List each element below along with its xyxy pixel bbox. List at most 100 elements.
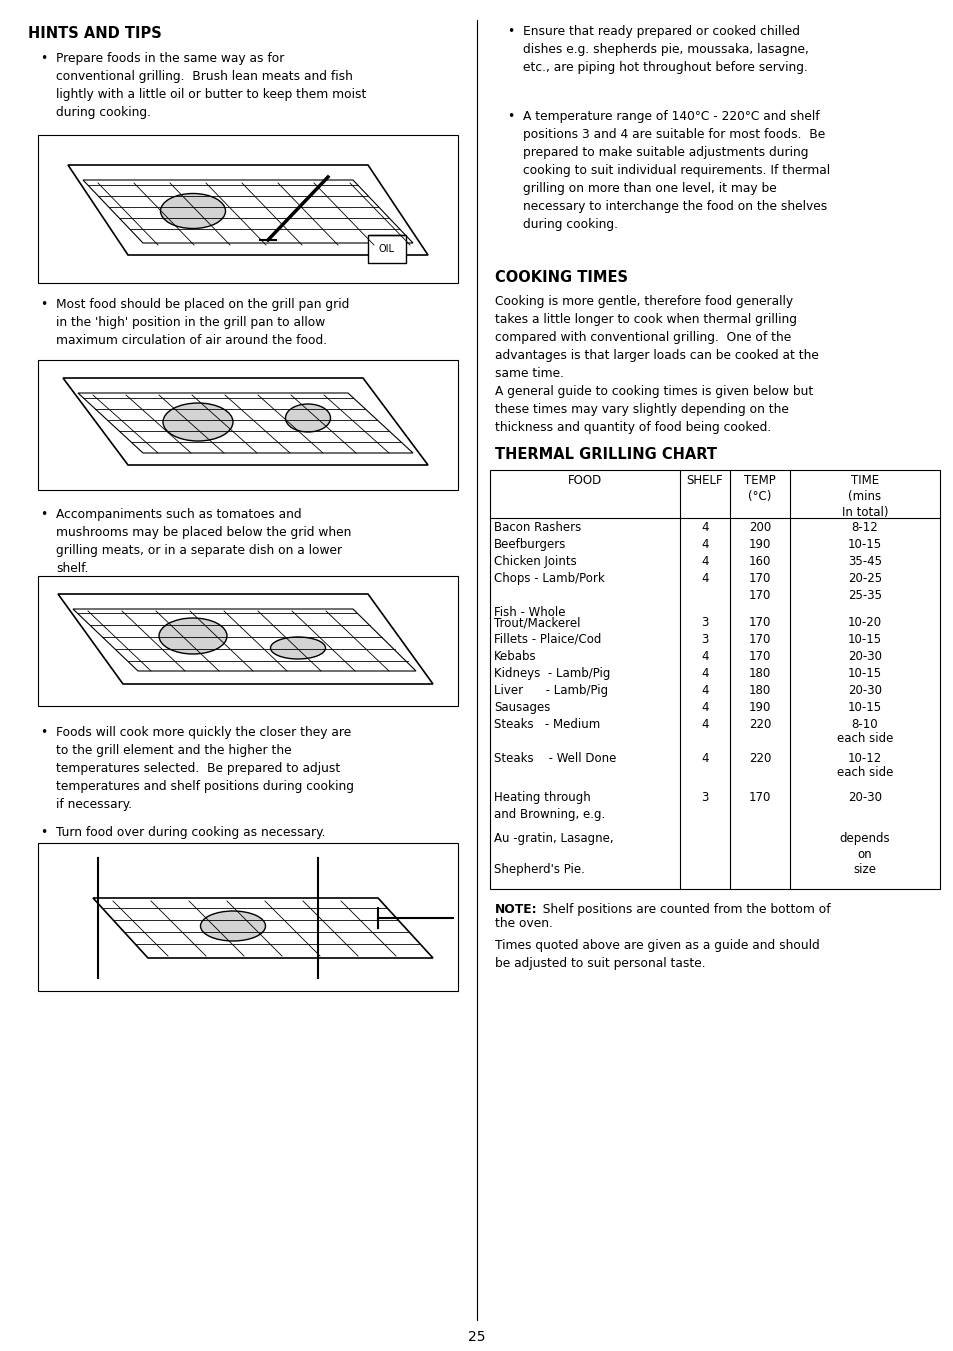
Text: and Browning, e.g.: and Browning, e.g.	[494, 808, 604, 821]
Text: 3: 3	[700, 790, 708, 804]
Text: 8-10: 8-10	[851, 717, 878, 731]
Text: Times quoted above are given as a guide and should
be adjusted to suit personal : Times quoted above are given as a guide …	[495, 939, 819, 970]
Text: 10-15: 10-15	[847, 634, 882, 646]
Polygon shape	[63, 378, 428, 465]
Text: Chops - Lamb/Pork: Chops - Lamb/Pork	[494, 571, 604, 585]
Text: 10-15: 10-15	[847, 701, 882, 713]
Text: •: •	[506, 109, 514, 123]
Text: Fish - Whole: Fish - Whole	[494, 607, 565, 619]
Text: 20-30: 20-30	[847, 650, 882, 663]
Text: Steaks   - Medium: Steaks - Medium	[494, 717, 599, 731]
Text: 4: 4	[700, 521, 708, 534]
Text: 170: 170	[748, 634, 770, 646]
Bar	[490, 470, 939, 889]
Text: COOKING TIMES: COOKING TIMES	[495, 270, 627, 285]
Text: 170: 170	[748, 589, 770, 603]
Text: Shelf positions are counted from the bottom of: Shelf positions are counted from the bot…	[535, 902, 830, 916]
Text: 4: 4	[700, 753, 708, 765]
Text: TEMP
(°C): TEMP (°C)	[743, 474, 775, 503]
Text: 10-15: 10-15	[847, 538, 882, 551]
Text: •: •	[40, 299, 48, 311]
Text: 180: 180	[748, 684, 770, 697]
Bar	[38, 576, 457, 707]
Text: 190: 190	[748, 538, 770, 551]
Text: 20-25: 20-25	[847, 571, 882, 585]
Text: 4: 4	[700, 571, 708, 585]
Polygon shape	[83, 180, 413, 243]
Text: Au -gratin, Lasagne,: Au -gratin, Lasagne,	[494, 832, 613, 844]
Text: 180: 180	[748, 667, 770, 680]
Text: 10-12: 10-12	[847, 753, 882, 765]
Text: Heating through: Heating through	[494, 790, 590, 804]
Text: 170: 170	[748, 571, 770, 585]
Text: 8-12: 8-12	[851, 521, 878, 534]
Text: Steaks    - Well Done: Steaks - Well Done	[494, 753, 616, 765]
Text: Kebabs: Kebabs	[494, 650, 536, 663]
Text: each side: each side	[836, 766, 892, 780]
Text: Turn food over during cooking as necessary.: Turn food over during cooking as necessa…	[56, 825, 325, 839]
Text: Kidneys  - Lamb/Pig: Kidneys - Lamb/Pig	[494, 667, 610, 680]
Text: depends: depends	[839, 832, 889, 844]
Text: Accompaniments such as tomatoes and
mushrooms may be placed below the grid when
: Accompaniments such as tomatoes and mush…	[56, 508, 351, 576]
Text: Bacon Rashers: Bacon Rashers	[494, 521, 580, 534]
Text: •: •	[506, 26, 514, 38]
Text: Chicken Joints: Chicken Joints	[494, 555, 577, 567]
Text: Beefburgers: Beefburgers	[494, 538, 566, 551]
Text: HINTS AND TIPS: HINTS AND TIPS	[28, 26, 162, 41]
Text: Liver      - Lamb/Pig: Liver - Lamb/Pig	[494, 684, 607, 697]
Text: 220: 220	[748, 753, 770, 765]
Text: 200: 200	[748, 521, 770, 534]
Text: 3: 3	[700, 616, 708, 630]
Text: FOOD: FOOD	[567, 474, 601, 486]
Text: 4: 4	[700, 538, 708, 551]
Text: 170: 170	[748, 616, 770, 630]
Text: 4: 4	[700, 701, 708, 713]
Text: A temperature range of 140°C - 220°C and shelf
positions 3 and 4 are suitable fo: A temperature range of 140°C - 220°C and…	[522, 109, 829, 231]
Text: 4: 4	[700, 684, 708, 697]
Text: •: •	[40, 725, 48, 739]
Text: Shepherd's Pie.: Shepherd's Pie.	[494, 863, 584, 875]
Text: 160: 160	[748, 555, 770, 567]
Bar	[38, 843, 457, 992]
Text: 10-15: 10-15	[847, 667, 882, 680]
Text: 3: 3	[700, 634, 708, 646]
Polygon shape	[68, 165, 428, 255]
Text: 20-30: 20-30	[847, 684, 882, 697]
Text: 35-45: 35-45	[847, 555, 882, 567]
Polygon shape	[92, 898, 433, 958]
Ellipse shape	[200, 911, 265, 942]
Text: Foods will cook more quickly the closer they are
to the grill element and the hi: Foods will cook more quickly the closer …	[56, 725, 354, 811]
Text: Cooking is more gentle, therefore food generally
takes a little longer to cook w: Cooking is more gentle, therefore food g…	[495, 295, 818, 380]
Text: 10-20: 10-20	[847, 616, 882, 630]
Ellipse shape	[271, 638, 325, 659]
Polygon shape	[78, 393, 413, 453]
Text: 20-30: 20-30	[847, 790, 882, 804]
Ellipse shape	[163, 403, 233, 440]
Text: size: size	[853, 863, 876, 875]
Text: •: •	[40, 825, 48, 839]
Text: each side: each side	[836, 732, 892, 746]
Text: Most food should be placed on the grill pan grid
in the 'high' position in the g: Most food should be placed on the grill …	[56, 299, 349, 347]
Text: the oven.: the oven.	[495, 917, 553, 929]
Text: 25: 25	[468, 1329, 485, 1344]
Text: 4: 4	[700, 650, 708, 663]
Text: 170: 170	[748, 790, 770, 804]
Text: •: •	[40, 508, 48, 521]
Text: A general guide to cooking times is given below but
these times may vary slightl: A general guide to cooking times is give…	[495, 385, 812, 434]
Text: •: •	[40, 51, 48, 65]
Text: Prepare foods in the same way as for
conventional grilling.  Brush lean meats an: Prepare foods in the same way as for con…	[56, 51, 366, 119]
Text: 170: 170	[748, 650, 770, 663]
Text: 25-35: 25-35	[847, 589, 882, 603]
Text: TIME
(mins
In total): TIME (mins In total)	[841, 474, 887, 519]
Text: 4: 4	[700, 717, 708, 731]
Text: NOTE:: NOTE:	[495, 902, 537, 916]
Text: Sausages: Sausages	[494, 701, 550, 713]
Polygon shape	[73, 609, 416, 671]
Text: OIL: OIL	[378, 245, 395, 254]
Bar	[368, 235, 406, 263]
Text: SHELF: SHELF	[686, 474, 722, 486]
Text: THERMAL GRILLING CHART: THERMAL GRILLING CHART	[495, 447, 717, 462]
Text: Ensure that ready prepared or cooked chilled
dishes e.g. shepherds pie, moussaka: Ensure that ready prepared or cooked chi…	[522, 26, 808, 74]
Bar	[38, 359, 457, 490]
Text: Fillets - Plaice/Cod: Fillets - Plaice/Cod	[494, 634, 600, 646]
